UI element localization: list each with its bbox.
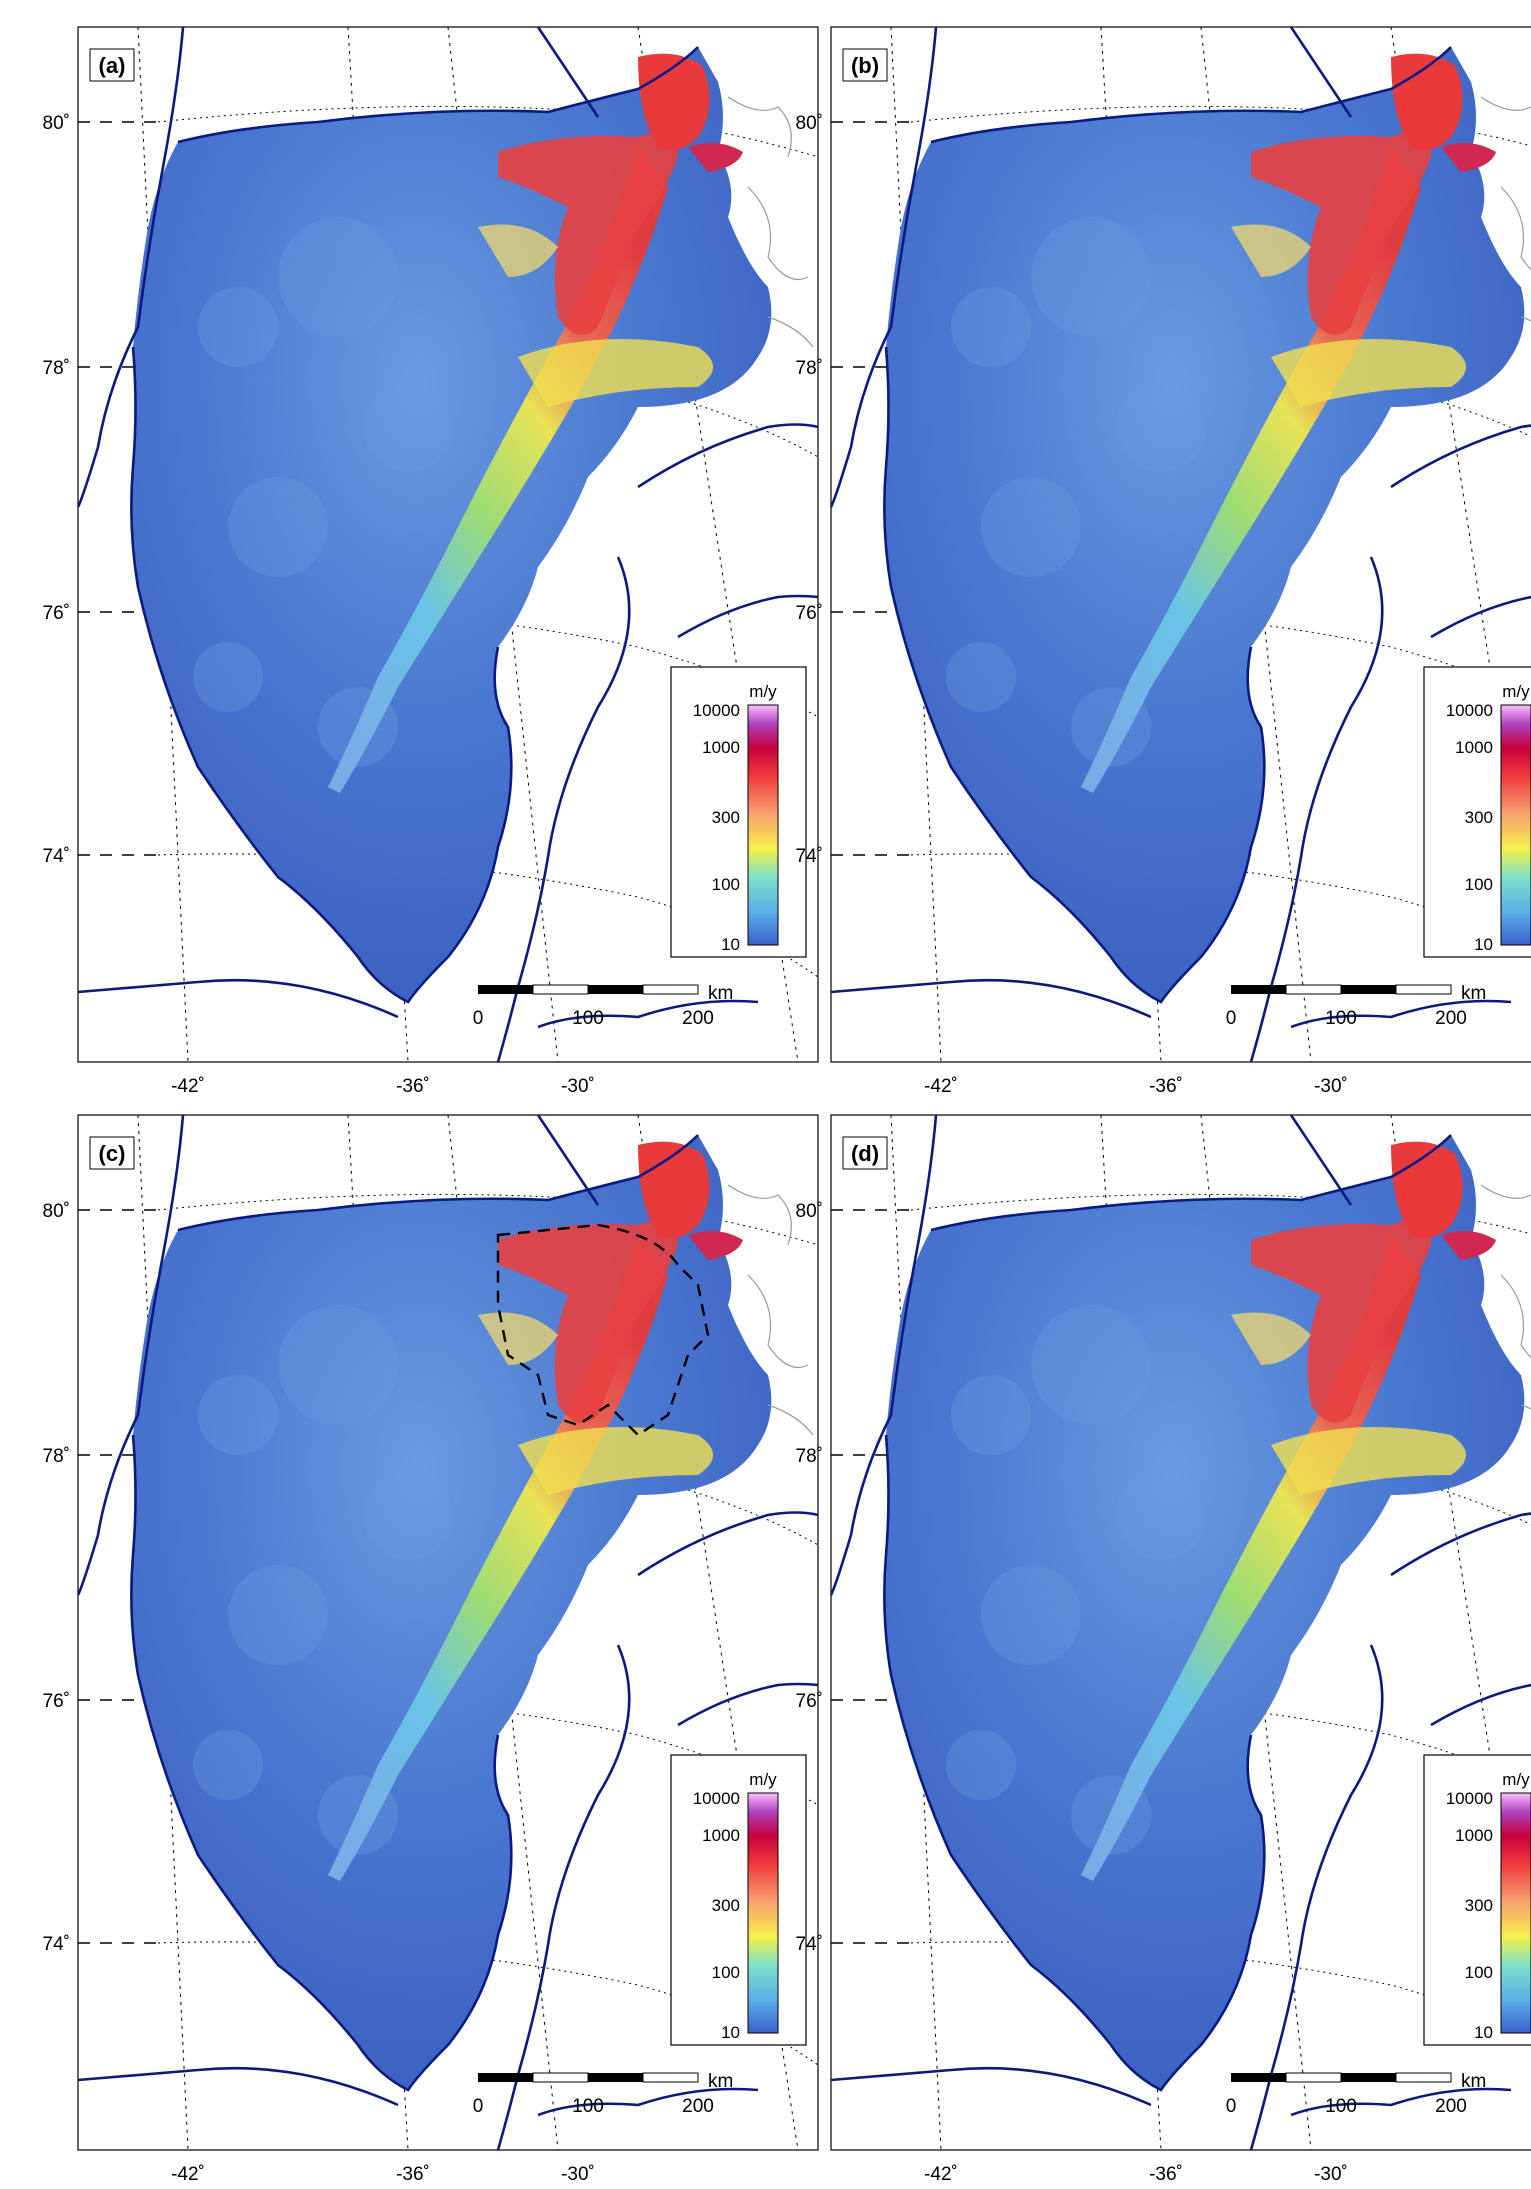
- map-panel-a: [76, 25, 820, 1064]
- colorbar-tick-label: 10: [721, 2023, 740, 2042]
- latitude-label: 76˚: [796, 1691, 823, 1712]
- latitude-label: 74˚: [796, 846, 823, 867]
- panel-labels-d: (d)80˚78˚76˚74˚-42˚ -36˚ -30˚m/y1000010003…: [796, 1136, 1530, 2185]
- colorbar-tick-label: 100: [1465, 875, 1493, 894]
- colorbar-tick-label: 300: [712, 808, 740, 827]
- latitude-label: 80˚: [43, 1201, 70, 1222]
- colorbar-tick-label: 10: [1474, 935, 1493, 954]
- latitude-label: 80˚: [796, 113, 823, 134]
- latitude-label: 80˚: [796, 1201, 823, 1222]
- latitude-label: 78˚: [796, 1446, 823, 1467]
- panel-labels-b: (b)80˚78˚76˚74˚-42˚ -36˚ -30˚m/y1000010003…: [796, 48, 1530, 1097]
- longitude-label: -36˚: [1149, 2164, 1183, 2185]
- panel-labels-c: (c)80˚78˚76˚74˚-42˚ -36˚ -30˚m/y1000010003…: [43, 1136, 777, 2185]
- latitude-label: 80˚: [43, 113, 70, 134]
- longitude-label: -42˚: [171, 2164, 205, 2185]
- scalebar-tick-label: 0: [473, 2096, 484, 2117]
- longitude-label: -42˚: [924, 1076, 958, 1097]
- drainage-basin-outline: [496, 1223, 710, 1437]
- colorbar-tick-label: 100: [1465, 1963, 1493, 1982]
- latitude-label: 76˚: [796, 603, 823, 624]
- longitude-label: -30˚: [1314, 1076, 1348, 1097]
- panel-label-box: [842, 1136, 888, 1170]
- colorbar-tick-label: 300: [1465, 1896, 1493, 1915]
- colorbar-tick-label: 100: [712, 1963, 740, 1982]
- colorbar-tick-label: 100: [712, 875, 740, 894]
- longitude-label: -30˚: [561, 2164, 595, 2185]
- longitude-label: -42˚: [171, 1076, 205, 1097]
- panel-label-box: [89, 1136, 135, 1170]
- latitude-label: 78˚: [43, 358, 70, 379]
- latitude-label: 74˚: [43, 846, 70, 867]
- longitude-label: -30˚: [561, 1076, 595, 1097]
- colorbar-tick-label: 300: [1465, 808, 1493, 827]
- scalebar-tick-label: 100: [572, 1008, 604, 1029]
- scalebar-unit: km: [1461, 983, 1486, 1004]
- map-panel-d: [829, 1113, 1531, 2152]
- map-panel-c: [76, 1113, 820, 2152]
- latitude-label: 78˚: [43, 1446, 70, 1467]
- scalebar-tick-label: 100: [1325, 2096, 1357, 2117]
- colorbar-tick-label: 300: [712, 1896, 740, 1915]
- scalebar-tick-label: 200: [1435, 1008, 1467, 1029]
- longitude-label: -42˚: [924, 2164, 958, 2185]
- latitude-label: 78˚: [796, 358, 823, 379]
- colorbar-tick-label: 1000: [1455, 1826, 1493, 1845]
- scalebar-tick-label: 200: [1435, 2096, 1467, 2117]
- longitude-label: -30˚: [1314, 2164, 1348, 2185]
- colorbar-tick-label: 10000: [693, 1789, 740, 1808]
- longitude-label: -36˚: [396, 1076, 430, 1097]
- scalebar-unit: km: [1461, 2071, 1486, 2092]
- colorbar-unit: m/y: [1502, 1770, 1530, 1789]
- colorbar-tick-label: 10000: [693, 701, 740, 720]
- longitude-label: -36˚: [396, 2164, 430, 2185]
- panel-label: (b): [851, 53, 879, 78]
- colorbar-tick-label: 10000: [1446, 1789, 1493, 1808]
- scalebar-tick-label: 0: [473, 1008, 484, 1029]
- scalebar-tick-label: 200: [682, 2096, 714, 2117]
- colorbar-tick-label: 1000: [1455, 738, 1493, 757]
- scalebar-unit: km: [708, 2071, 733, 2092]
- panel-label: (a): [99, 53, 126, 78]
- colorbar-unit: m/y: [749, 1770, 777, 1789]
- colorbar-unit: m/y: [1502, 682, 1530, 701]
- latitude-label: 74˚: [43, 1934, 70, 1955]
- scalebar-tick-label: 0: [1226, 1008, 1237, 1029]
- scalebar-tick-label: 100: [572, 2096, 604, 2117]
- panel-label: (c): [99, 1141, 126, 1166]
- latitude-label: 76˚: [43, 603, 70, 624]
- map-panel-b: [829, 25, 1531, 1064]
- panel-label: (d): [851, 1141, 879, 1166]
- colorbar-tick-label: 10: [721, 935, 740, 954]
- colorbar-tick-label: 10000: [1446, 701, 1493, 720]
- scalebar-tick-label: 200: [682, 1008, 714, 1029]
- colorbar-tick-label: 10: [1474, 2023, 1493, 2042]
- panel-label-box: [842, 48, 888, 82]
- scalebar-tick-label: 100: [1325, 1008, 1357, 1029]
- scalebar-tick-label: 0: [1226, 2096, 1237, 2117]
- latitude-label: 74˚: [796, 1934, 823, 1955]
- panel-label-box: [89, 48, 135, 82]
- longitude-label: -36˚: [1149, 1076, 1183, 1097]
- latitude-label: 76˚: [43, 1691, 70, 1712]
- colorbar-tick-label: 1000: [702, 1826, 740, 1845]
- scalebar-unit: km: [708, 983, 733, 1004]
- colorbar-tick-label: 1000: [702, 738, 740, 757]
- colorbar-unit: m/y: [749, 682, 777, 701]
- panel-labels-a: (a)80˚78˚76˚74˚-42˚ -36˚ -30˚m/y1000010003…: [43, 48, 777, 1097]
